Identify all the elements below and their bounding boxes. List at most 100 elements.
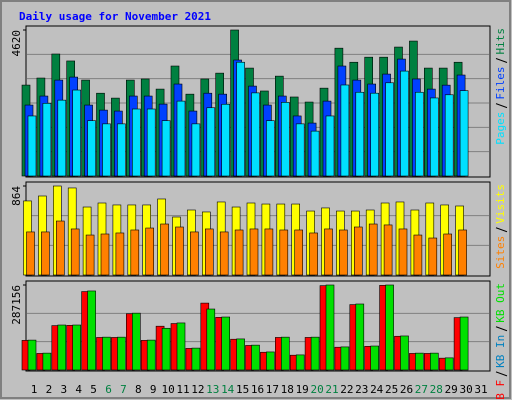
bar — [206, 308, 216, 371]
bar — [161, 120, 171, 177]
x-tick-label: 23 — [355, 383, 368, 396]
bar — [325, 284, 335, 371]
x-tick-label: 27 — [415, 383, 428, 396]
bar — [57, 324, 67, 371]
x-tick-label: 22 — [340, 383, 353, 396]
bar — [370, 345, 380, 371]
bar — [428, 237, 438, 276]
bar — [415, 352, 424, 371]
x-tick-label: 9 — [150, 383, 157, 396]
bar — [398, 228, 408, 276]
bar — [339, 229, 348, 276]
legend-separator — [495, 58, 508, 63]
bar — [42, 352, 52, 371]
bar — [190, 231, 199, 276]
bar — [117, 336, 126, 371]
bar — [70, 228, 80, 276]
bar — [191, 347, 201, 371]
bar — [85, 234, 95, 276]
bar — [145, 227, 154, 276]
bar — [191, 123, 201, 177]
x-tick-label: 7 — [120, 383, 127, 396]
bar — [55, 220, 65, 276]
x-tick-label: 13 — [206, 383, 219, 396]
bar — [146, 339, 156, 371]
bar — [219, 231, 229, 276]
bar — [429, 352, 439, 371]
bar — [294, 229, 304, 276]
bar — [117, 123, 126, 177]
bar — [27, 339, 37, 371]
bar — [383, 224, 393, 276]
bar — [400, 335, 409, 371]
bar — [251, 344, 260, 371]
x-tick-label: 15 — [236, 383, 249, 396]
bar — [325, 115, 335, 177]
bar — [234, 229, 244, 276]
bar — [295, 354, 305, 371]
bar — [310, 130, 320, 177]
bar — [27, 115, 37, 177]
bar — [221, 316, 230, 371]
y-tick-label: 4620 — [10, 30, 23, 57]
x-tick-label: 20 — [310, 383, 323, 396]
bar — [72, 324, 81, 371]
bar — [370, 92, 380, 177]
x-tick-label: 1 — [31, 383, 38, 396]
bar — [429, 97, 439, 177]
bar — [160, 223, 169, 276]
x-tick-label: 31 — [474, 383, 487, 396]
legend-label: Hits — [494, 28, 507, 55]
x-tick-label: 17 — [266, 383, 279, 396]
bar — [221, 103, 230, 177]
bar — [324, 228, 333, 276]
legend-label: KB In — [494, 335, 507, 368]
bar — [385, 284, 394, 371]
bar — [87, 290, 96, 371]
bar — [132, 108, 141, 177]
legend: Visits Sites — [494, 184, 508, 269]
x-tick-label: 5 — [90, 383, 97, 396]
x-tick-label: 25 — [385, 383, 398, 396]
legend-separator — [495, 103, 508, 109]
bar — [251, 92, 260, 177]
bar — [102, 336, 111, 371]
x-tick-label: 29 — [445, 383, 458, 396]
legend: KB Out KB In KB F — [494, 283, 508, 400]
x-tick-label: 26 — [400, 383, 413, 396]
bar — [340, 84, 350, 177]
x-tick-label: 10 — [161, 383, 174, 396]
bar — [176, 100, 186, 177]
bar — [130, 229, 140, 276]
bar — [266, 351, 275, 371]
bar — [280, 102, 290, 177]
x-tick-label: 4 — [75, 383, 82, 396]
x-tick-label: 21 — [325, 383, 338, 396]
bar — [459, 316, 469, 371]
bar — [205, 228, 214, 276]
bar — [458, 229, 467, 276]
bar — [132, 312, 141, 371]
bar — [459, 90, 469, 177]
y-tick-label: 287156 — [10, 285, 23, 325]
bar — [385, 82, 394, 177]
x-tick-label: 11 — [176, 383, 189, 396]
x-tick-label: 14 — [221, 383, 235, 396]
legend-label: KB F — [494, 380, 507, 400]
bar — [355, 303, 365, 371]
x-tick-label: 12 — [191, 383, 204, 396]
bar — [42, 103, 52, 177]
legend-label: KB Out — [494, 283, 507, 323]
bar — [295, 123, 305, 177]
y-tick-group: 287156 — [10, 285, 23, 325]
x-tick-label: 18 — [281, 383, 294, 396]
bar — [72, 89, 81, 177]
x-tick-label: 16 — [251, 383, 264, 396]
bar — [249, 228, 259, 276]
bar — [400, 70, 409, 177]
y-tick-group: 4620 — [10, 30, 23, 57]
bar — [206, 107, 216, 177]
x-tick-label: 19 — [296, 383, 309, 396]
